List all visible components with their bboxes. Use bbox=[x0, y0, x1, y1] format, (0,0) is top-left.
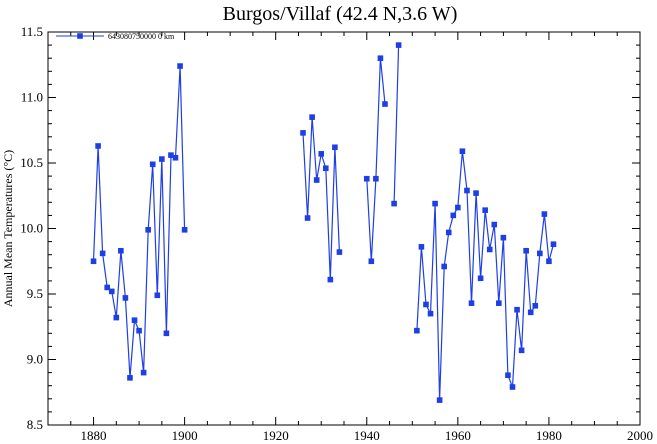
data-point bbox=[496, 300, 502, 306]
data-point bbox=[455, 204, 461, 211]
data-point bbox=[322, 165, 329, 172]
data-point bbox=[309, 114, 315, 120]
data-point bbox=[95, 143, 101, 149]
data-point bbox=[491, 221, 498, 228]
y-tick-label: 11.0 bbox=[21, 90, 43, 105]
x-tick-label: 1940 bbox=[354, 428, 380, 443]
data-point bbox=[546, 258, 552, 265]
x-tick-label: 1960 bbox=[445, 428, 471, 443]
axis-ticks: 1880 1900 1920 1940 1960 1980 2000 8.5 9.0 9.5 10.… bbox=[20, 24, 653, 443]
data-point bbox=[104, 284, 110, 291]
data-point bbox=[368, 258, 375, 265]
data-point bbox=[537, 250, 543, 257]
y-tick-label: 9.5 bbox=[27, 286, 43, 301]
y-tick-label: 10.0 bbox=[20, 221, 43, 236]
data-point bbox=[482, 207, 488, 213]
data-point bbox=[172, 154, 179, 161]
data-point bbox=[486, 246, 493, 253]
legend-label: 643080750000 0 km bbox=[108, 32, 175, 41]
data-point bbox=[527, 309, 534, 316]
data-point bbox=[122, 295, 129, 301]
y-axis-label: Annual Mean Temperatures (°C) bbox=[1, 150, 15, 307]
x-tick-label: 1980 bbox=[536, 428, 562, 443]
data-point bbox=[505, 372, 511, 379]
data-point bbox=[304, 215, 311, 221]
data-point bbox=[377, 55, 384, 61]
x-tick-label: 1900 bbox=[172, 428, 198, 443]
data-point bbox=[459, 148, 466, 155]
data-point bbox=[168, 152, 174, 158]
data-point bbox=[532, 302, 539, 309]
data-point bbox=[445, 229, 452, 236]
data-point bbox=[149, 161, 156, 168]
data-point bbox=[318, 151, 325, 157]
data-point bbox=[509, 384, 516, 390]
data-point bbox=[418, 244, 425, 250]
data-point bbox=[332, 144, 338, 151]
data-point bbox=[136, 327, 142, 334]
data-point bbox=[427, 310, 434, 317]
data-point bbox=[145, 227, 151, 233]
data-point bbox=[163, 330, 170, 337]
data-point bbox=[140, 369, 147, 376]
data-point bbox=[99, 250, 106, 257]
data-point bbox=[473, 190, 479, 196]
data-point bbox=[327, 276, 334, 283]
data-point bbox=[108, 288, 115, 295]
y-tick-label: 9.0 bbox=[27, 352, 43, 367]
y-tick-label: 8.5 bbox=[27, 417, 43, 432]
data-point bbox=[127, 375, 133, 381]
data-point bbox=[450, 212, 457, 219]
plot-frame bbox=[47, 31, 641, 426]
data-point bbox=[363, 175, 370, 182]
data-point bbox=[131, 317, 138, 323]
data-series bbox=[90, 42, 557, 403]
y-tick-label: 11.5 bbox=[21, 24, 43, 39]
data-point bbox=[541, 211, 548, 217]
data-point bbox=[300, 130, 306, 136]
data-point bbox=[391, 200, 397, 207]
data-point bbox=[550, 241, 557, 248]
data-point bbox=[477, 275, 484, 282]
data-point bbox=[382, 101, 388, 107]
data-point bbox=[90, 258, 97, 265]
series-line bbox=[302, 117, 340, 280]
legend-marker bbox=[77, 33, 83, 39]
x-tick-label: 2000 bbox=[627, 428, 653, 443]
chart-title: Burgos/Villaf (42.4 N,3.6 W) bbox=[223, 3, 458, 25]
data-point bbox=[159, 156, 165, 162]
series-line bbox=[393, 45, 400, 204]
data-point bbox=[177, 63, 183, 69]
legend: 643080750000 0 km bbox=[56, 32, 175, 41]
x-tick-label: 1880 bbox=[81, 428, 107, 443]
data-point bbox=[523, 247, 529, 254]
series-line bbox=[416, 151, 555, 401]
data-point bbox=[181, 227, 188, 233]
data-point bbox=[373, 175, 379, 182]
data-point bbox=[514, 306, 520, 313]
data-point bbox=[395, 42, 402, 48]
data-point bbox=[423, 301, 429, 308]
data-point bbox=[118, 247, 124, 254]
series-line bbox=[366, 58, 386, 262]
data-point bbox=[518, 347, 525, 354]
data-point bbox=[500, 234, 507, 241]
data-point bbox=[336, 249, 343, 255]
y-tick-label: 10.5 bbox=[20, 155, 43, 170]
data-point bbox=[436, 397, 443, 403]
data-point bbox=[441, 263, 447, 270]
data-point bbox=[414, 327, 420, 334]
data-point bbox=[432, 200, 438, 207]
data-point bbox=[113, 314, 120, 321]
data-point bbox=[313, 177, 320, 183]
data-point bbox=[464, 187, 470, 194]
data-point bbox=[468, 300, 475, 306]
x-tick-label: 1920 bbox=[263, 428, 289, 443]
data-point bbox=[154, 292, 161, 299]
